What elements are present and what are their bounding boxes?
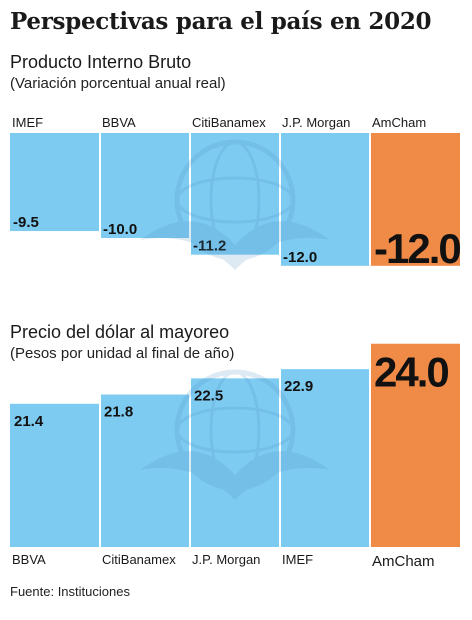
dollar-category-label: AmCham (372, 553, 435, 570)
dollar-value-label: 24.0 (374, 349, 448, 396)
page-title: Perspectivas para el país en 2020 (10, 8, 432, 35)
gdp-category-label: BBVA (102, 115, 136, 130)
source-note: Fuente: Instituciones (10, 584, 130, 599)
dollar-bar-j-p-morgan (190, 378, 280, 547)
dollar-value-label: 21.4 (14, 413, 44, 430)
dollar-bar-citibanamex (100, 394, 190, 547)
gdp-category-label: IMEF (12, 115, 43, 130)
dollar-category-label: BBVA (12, 552, 46, 567)
dollar-value-label: 21.8 (104, 404, 133, 421)
gdp-value-label: -10.0 (103, 221, 137, 238)
gdp-bar-citibanamex (190, 133, 280, 255)
dollar-chart-subtitle: (Pesos por unidad al final de año) (10, 345, 235, 362)
gdp-bar-chart: IMEF -9.5 BBVA -10.0 CitiBanamex -11.2 J.P. Mo… (10, 115, 462, 272)
gdp-bar-bbva (100, 133, 190, 238)
dollar-bar-bbva (10, 403, 100, 547)
dollar-chart-title: Precio del dólar al mayoreo (10, 322, 230, 342)
gdp-bar-amcham (370, 133, 460, 266)
gdp-category-label: J.P. Morgan (282, 115, 350, 130)
dollar-bar-imef (280, 369, 370, 547)
gdp-chart-subtitle: (Variación porcentual anual real) (10, 75, 226, 92)
dollar-category-label: CitiBanamex (102, 552, 176, 567)
eagle-emblem-watermark (140, 139, 330, 500)
dollar-bar-amcham (370, 343, 460, 547)
gdp-category-label: CitiBanamex (192, 115, 266, 130)
gdp-value-label: -12.0 (374, 225, 460, 272)
dollar-value-label: 22.9 (284, 378, 313, 395)
gdp-value-label: -11.2 (193, 238, 226, 255)
gdp-chart-title: Producto Interno Bruto (10, 52, 192, 72)
dollar-category-label: J.P. Morgan (192, 552, 260, 567)
dollar-category-label: IMEF (282, 552, 313, 567)
gdp-value-label: -12.0 (283, 249, 317, 266)
dollar-value-label: 22.5 (194, 387, 223, 404)
gdp-bar-imef (10, 133, 100, 232)
gdp-value-label: -9.5 (13, 214, 39, 231)
gdp-bar-j-p-morgan (280, 133, 370, 266)
gdp-category-label: AmCham (372, 115, 426, 130)
dollar-bar-chart: 21.4 BBVA 21.8 CitiBanamex 22.5 J.P. Morgan 22… (10, 343, 460, 570)
